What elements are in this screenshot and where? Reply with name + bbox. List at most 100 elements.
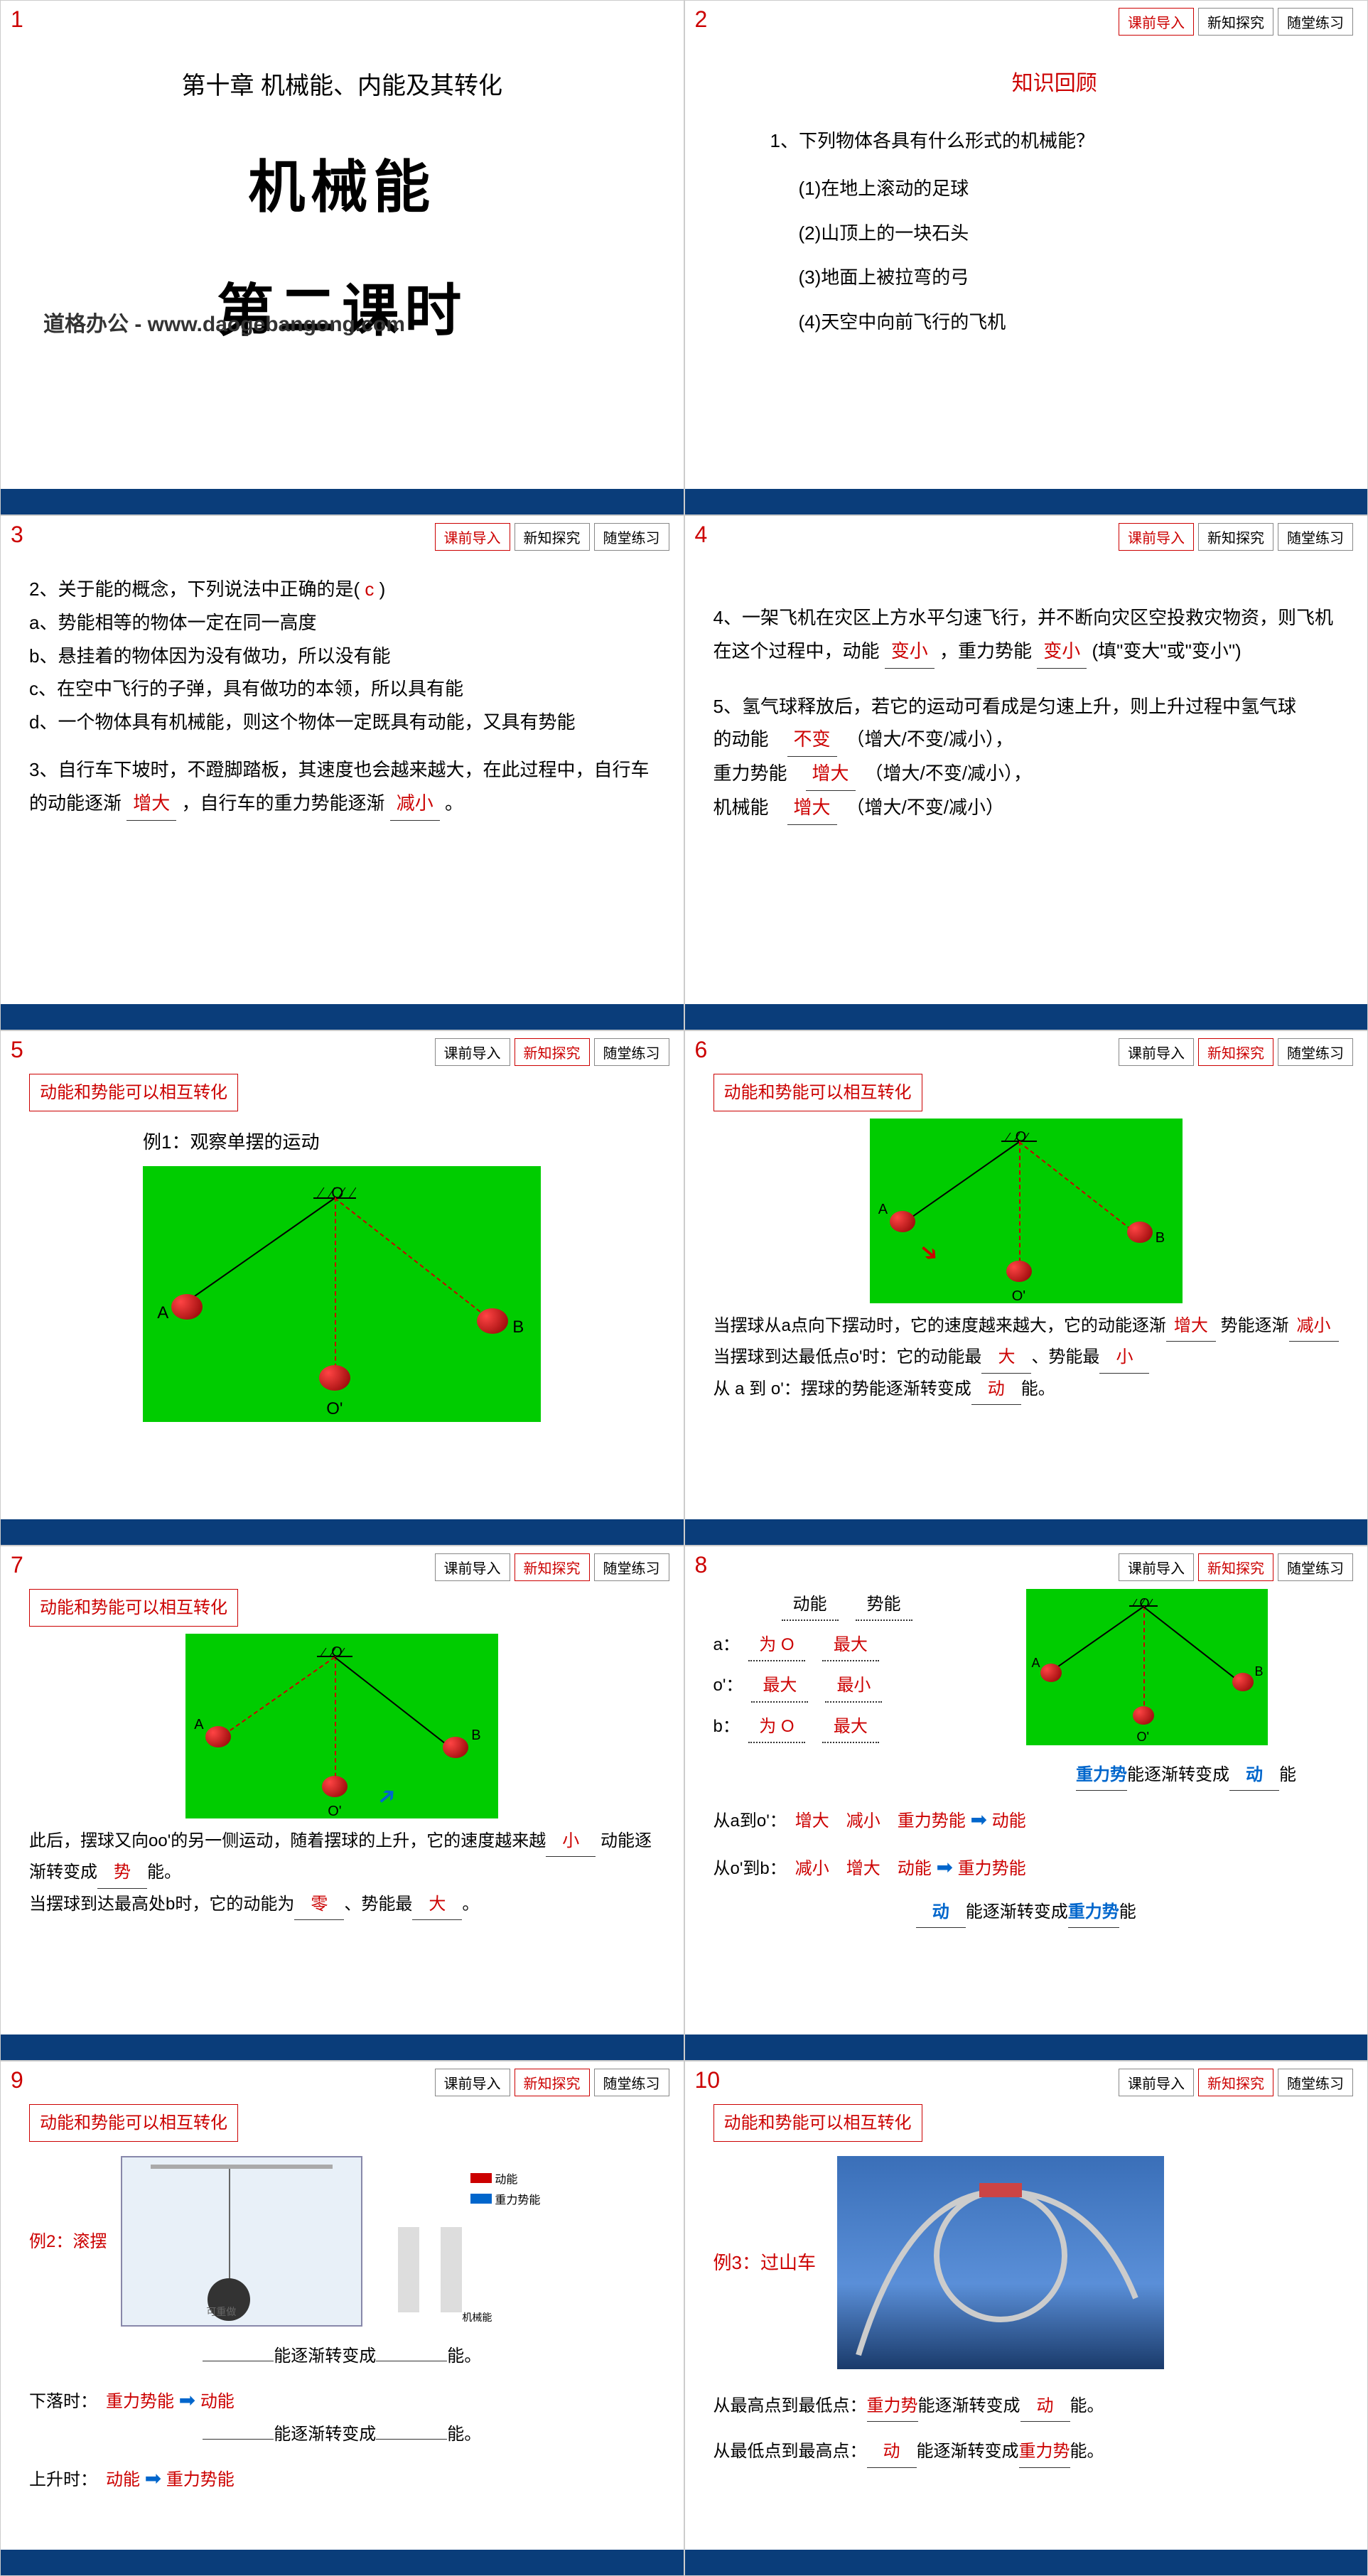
example3-label: 例3：过山车 xyxy=(713,2246,816,2280)
bar-bg1 xyxy=(398,2227,419,2312)
slide-number: 1 xyxy=(11,6,23,33)
opt-d: d、一个物体具有机械能，则这个物体一定既具有动能，又具有势能 xyxy=(29,706,655,739)
t1a: 从最高点到最低点： xyxy=(713,2396,867,2415)
q5-l1: 的动能 不变 （增大/不变/减小）， xyxy=(713,723,1340,757)
tab-intro[interactable]: 课前导入 xyxy=(1119,1553,1194,1581)
label-A: A xyxy=(194,1712,203,1737)
tab-practice[interactable]: 随堂练习 xyxy=(1278,2069,1353,2096)
l1b: 能。 xyxy=(447,2346,481,2366)
arrow-up-icon: ➔ xyxy=(367,1774,408,1818)
f1a: 增大 xyxy=(795,1811,829,1831)
section-box: 动能和势能可以相互转化 xyxy=(713,1074,922,1111)
l2c: 重力势 xyxy=(1068,1897,1119,1928)
slide-4: 4 课前导入 新知探究 随堂练习 4、一架飞机在灾区上方水平匀速飞行，并不断向灾… xyxy=(684,515,1368,1030)
tab-intro[interactable]: 课前导入 xyxy=(1119,523,1194,551)
tab-explore[interactable]: 新知探究 xyxy=(1198,1038,1273,1066)
tab-intro[interactable]: 课前导入 xyxy=(435,523,510,551)
ball-A xyxy=(171,1294,203,1320)
l1b: 能逐渐转变成 xyxy=(1127,1765,1229,1784)
label-Oprime: O' xyxy=(326,1394,343,1424)
tab-intro[interactable]: 课前导入 xyxy=(1119,8,1194,36)
tab-practice[interactable]: 随堂练习 xyxy=(594,1038,669,1066)
h2: 势能 xyxy=(856,1589,912,1621)
table-header: 动能 势能 xyxy=(713,1589,1026,1621)
section-box: 动能和势能可以相互转化 xyxy=(29,1074,238,1111)
section-box: 动能和势能可以相互转化 xyxy=(29,2104,238,2142)
s6-line1: 当摆球从a点向下摆动时，它的速度越来越大，它的动能逐渐增大 势能逐渐减小 xyxy=(713,1310,1340,1342)
bottom-bar xyxy=(1,489,684,514)
tab-explore[interactable]: 新知探究 xyxy=(515,1038,590,1066)
tab-explore[interactable]: 新知探究 xyxy=(1198,8,1273,36)
q5-l2: 重力势能 增大 （增大/不变/减小）， xyxy=(713,757,1340,791)
tab-intro[interactable]: 课前导入 xyxy=(1119,2069,1194,2096)
d1: 重力势能 xyxy=(106,2392,174,2411)
r2b: 最小 xyxy=(825,1670,882,1702)
slide10-content: 动能和势能可以相互转化 例3：过山车 从最高点到最低点：重力势能逐渐转变成动能。… xyxy=(713,2104,1340,2540)
from-b-line: 从o'到b： 减小 增大 动能 ➡ 重力势能 xyxy=(713,1850,1340,1885)
arrow-icon: ➡ xyxy=(970,1809,986,1831)
r1b: 最大 xyxy=(822,1629,879,1661)
q3-line: 3、自行车下坡时，不蹬脚踏板，其速度也会越来越大，在此过程中，自行车的动能逐渐 … xyxy=(29,753,655,821)
q5-ans3: 增大 xyxy=(787,791,837,825)
tab-intro[interactable]: 课前导入 xyxy=(435,2069,510,2096)
tab-explore[interactable]: 新知探究 xyxy=(1198,2069,1273,2096)
t1a: 当摆球从a点向下摆动时，它的速度越来越大，它的动能逐渐 xyxy=(713,1316,1166,1335)
down-label: 下落时： xyxy=(29,2392,89,2411)
tab-practice[interactable]: 随堂练习 xyxy=(594,523,669,551)
blank-line2: 能逐渐转变成能。 xyxy=(29,2419,655,2450)
tab-explore[interactable]: 新知探究 xyxy=(515,523,590,551)
slide-2: 2 课前导入 新知探究 随堂练习 知识回顾 1、下列物体各具有什么形式的机械能？… xyxy=(684,0,1368,515)
r3-label: b： xyxy=(713,1717,731,1736)
t2a: 当摆球到达最低点o'时：它的动能最 xyxy=(713,1347,982,1367)
tab-explore[interactable]: 新知探究 xyxy=(1198,1553,1273,1581)
tab-intro[interactable]: 课前导入 xyxy=(435,1553,510,1581)
tab-practice[interactable]: 随堂练习 xyxy=(594,1553,669,1581)
line-A xyxy=(183,1197,335,1305)
s7-line2: 当摆球到达最高处b时，它的动能为零、势能最大。 xyxy=(29,1889,655,1920)
a4: 小 xyxy=(1099,1342,1149,1373)
slide9-content: 动能和势能可以相互转化 例2：滚摆 可重做 动能 重力势能 机械能 能逐渐转变成… xyxy=(29,2104,655,2540)
line-O-dash xyxy=(1019,1141,1020,1269)
line-O-dash xyxy=(335,1656,336,1784)
a1: 增大 xyxy=(1166,1310,1216,1342)
t2b: 、势能最 xyxy=(344,1895,412,1914)
opt-a: a、势能相等的物体一定在同一高度 xyxy=(29,606,655,640)
energy-table: 动能 势能 a： 为 O 最大 o'： 最大 最小 b： 为 O 最大 xyxy=(713,1589,1026,1745)
tab-practice[interactable]: 随堂练习 xyxy=(1278,523,1353,551)
l2b: 能逐渐转变成 xyxy=(966,1902,1068,1922)
tab-practice[interactable]: 随堂练习 xyxy=(1278,1553,1353,1581)
s8-top-row: 动能 势能 a： 为 O 最大 o'： 最大 最小 b： 为 O 最大 O A … xyxy=(713,1589,1340,1745)
bottom-bar xyxy=(685,489,1368,514)
l2d: 能 xyxy=(1119,1902,1136,1922)
q5-label2: 重力势能 xyxy=(713,762,787,784)
q3-ans-a: 增大 xyxy=(126,787,176,821)
slides-grid: 1 第十章 机械能、内能及其转化 机械能 第二课时 道格办公 - www.dao… xyxy=(0,0,1368,2576)
tab-explore[interactable]: 新知探究 xyxy=(515,2069,590,2096)
q5-opt2: （增大/不变/减小）， xyxy=(874,762,1032,784)
bottom-bar xyxy=(685,2550,1368,2575)
tab-explore[interactable]: 新知探究 xyxy=(1198,523,1273,551)
bar-label: 机械能 xyxy=(462,2309,492,2327)
q5-ans1: 不变 xyxy=(787,723,837,757)
nav-tabs: 课前导入 新知探究 随堂练习 xyxy=(1119,2069,1353,2096)
tab-intro[interactable]: 课前导入 xyxy=(435,1038,510,1066)
bar-bg2 xyxy=(441,2227,462,2312)
a5: 动 xyxy=(971,1374,1021,1405)
tab-intro[interactable]: 课前导入 xyxy=(1119,1038,1194,1066)
pendulum-small: O A O' B xyxy=(1026,1589,1268,1745)
l1c: 动 xyxy=(1229,1759,1279,1791)
main-title: 机械能 xyxy=(29,136,655,239)
slide-number: 6 xyxy=(695,1037,708,1063)
slide-7: 7 课前导入 新知探究 随堂练习 动能和势能可以相互转化 O A O' ➔ B … xyxy=(0,1546,684,2061)
tab-practice[interactable]: 随堂练习 xyxy=(594,2069,669,2096)
from2: 从o'到b： xyxy=(713,1859,778,1878)
label-Oprime: O' xyxy=(328,1799,341,1824)
slide2-content: 知识回顾 1、下列物体各具有什么形式的机械能？ (1)在地上滚动的足球 (2)山… xyxy=(770,65,1340,479)
c2a: 动能 xyxy=(898,1859,932,1878)
c1b: 动能 xyxy=(992,1811,1026,1831)
tab-practice[interactable]: 随堂练习 xyxy=(1278,1038,1353,1066)
tab-practice[interactable]: 随堂练习 xyxy=(1278,8,1353,36)
s10-figure-row: 例3：过山车 xyxy=(713,2156,1340,2369)
tab-explore[interactable]: 新知探究 xyxy=(515,1553,590,1581)
d2: 动能 xyxy=(200,2392,235,2411)
